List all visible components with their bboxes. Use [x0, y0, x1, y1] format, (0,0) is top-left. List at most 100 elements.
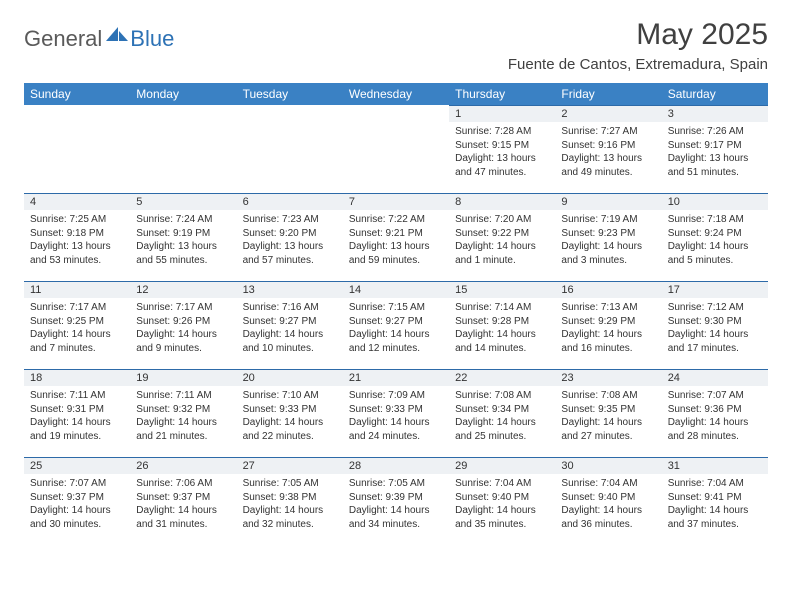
day-number: 13 [237, 281, 343, 298]
day-details: Sunrise: 7:04 AMSunset: 9:41 PMDaylight:… [662, 474, 768, 535]
day-details: Sunrise: 7:04 AMSunset: 9:40 PMDaylight:… [449, 474, 555, 535]
calendar-day-cell: 14Sunrise: 7:15 AMSunset: 9:27 PMDayligh… [343, 281, 449, 369]
day-number: 11 [24, 281, 130, 298]
calendar-day-cell: 16Sunrise: 7:13 AMSunset: 9:29 PMDayligh… [555, 281, 661, 369]
calendar-day-cell: 28Sunrise: 7:05 AMSunset: 9:39 PMDayligh… [343, 457, 449, 545]
weekday-header: Tuesday [237, 83, 343, 105]
day-details: Sunrise: 7:24 AMSunset: 9:19 PMDaylight:… [130, 210, 236, 271]
day-details: Sunrise: 7:14 AMSunset: 9:28 PMDaylight:… [449, 298, 555, 359]
day-number: 6 [237, 193, 343, 210]
weekday-header: Monday [130, 83, 236, 105]
day-number: 2 [555, 105, 661, 122]
day-details: Sunrise: 7:11 AMSunset: 9:31 PMDaylight:… [24, 386, 130, 447]
day-number: 15 [449, 281, 555, 298]
weekday-header: Saturday [662, 83, 768, 105]
day-number: 29 [449, 457, 555, 474]
calendar-day-cell: 7Sunrise: 7:22 AMSunset: 9:21 PMDaylight… [343, 193, 449, 281]
day-number: 17 [662, 281, 768, 298]
title-block: May 2025 Fuente de Cantos, Extremadura, … [508, 18, 768, 81]
weekday-header-row: Sunday Monday Tuesday Wednesday Thursday… [24, 83, 768, 105]
logo-text-blue: Blue [130, 26, 174, 52]
calendar-week-row: 25Sunrise: 7:07 AMSunset: 9:37 PMDayligh… [24, 457, 768, 545]
page-title: May 2025 [508, 18, 768, 52]
calendar-day-cell: 1Sunrise: 7:28 AMSunset: 9:15 PMDaylight… [449, 105, 555, 193]
calendar-day-cell: 26Sunrise: 7:06 AMSunset: 9:37 PMDayligh… [130, 457, 236, 545]
weekday-header: Friday [555, 83, 661, 105]
day-details: Sunrise: 7:28 AMSunset: 9:15 PMDaylight:… [449, 122, 555, 183]
day-details: Sunrise: 7:20 AMSunset: 9:22 PMDaylight:… [449, 210, 555, 271]
day-details: Sunrise: 7:17 AMSunset: 9:26 PMDaylight:… [130, 298, 236, 359]
calendar-day-cell: 12Sunrise: 7:17 AMSunset: 9:26 PMDayligh… [130, 281, 236, 369]
logo-text-general: General [24, 26, 102, 52]
day-details: Sunrise: 7:08 AMSunset: 9:34 PMDaylight:… [449, 386, 555, 447]
calendar-day-cell: 24Sunrise: 7:07 AMSunset: 9:36 PMDayligh… [662, 369, 768, 457]
calendar-day-cell: 15Sunrise: 7:14 AMSunset: 9:28 PMDayligh… [449, 281, 555, 369]
day-details: Sunrise: 7:16 AMSunset: 9:27 PMDaylight:… [237, 298, 343, 359]
day-number: 12 [130, 281, 236, 298]
day-number: 10 [662, 193, 768, 210]
day-details: Sunrise: 7:07 AMSunset: 9:36 PMDaylight:… [662, 386, 768, 447]
calendar-day-cell: 2Sunrise: 7:27 AMSunset: 9:16 PMDaylight… [555, 105, 661, 193]
weekday-header: Thursday [449, 83, 555, 105]
calendar-body: 1Sunrise: 7:28 AMSunset: 9:15 PMDaylight… [24, 105, 768, 545]
weekday-header: Sunday [24, 83, 130, 105]
day-number: 31 [662, 457, 768, 474]
day-number: 9 [555, 193, 661, 210]
calendar-table: Sunday Monday Tuesday Wednesday Thursday… [24, 83, 768, 545]
day-details: Sunrise: 7:17 AMSunset: 9:25 PMDaylight:… [24, 298, 130, 359]
calendar-day-cell: 29Sunrise: 7:04 AMSunset: 9:40 PMDayligh… [449, 457, 555, 545]
day-number: 25 [24, 457, 130, 474]
logo-sail-icon [106, 25, 128, 48]
calendar-day-cell: 20Sunrise: 7:10 AMSunset: 9:33 PMDayligh… [237, 369, 343, 457]
day-number: 28 [343, 457, 449, 474]
day-details: Sunrise: 7:04 AMSunset: 9:40 PMDaylight:… [555, 474, 661, 535]
day-details: Sunrise: 7:27 AMSunset: 9:16 PMDaylight:… [555, 122, 661, 183]
day-details: Sunrise: 7:07 AMSunset: 9:37 PMDaylight:… [24, 474, 130, 535]
calendar-day-cell [343, 105, 449, 193]
day-number: 4 [24, 193, 130, 210]
day-details: Sunrise: 7:05 AMSunset: 9:39 PMDaylight:… [343, 474, 449, 535]
day-details: Sunrise: 7:25 AMSunset: 9:18 PMDaylight:… [24, 210, 130, 271]
day-details: Sunrise: 7:18 AMSunset: 9:24 PMDaylight:… [662, 210, 768, 271]
calendar-day-cell: 31Sunrise: 7:04 AMSunset: 9:41 PMDayligh… [662, 457, 768, 545]
calendar-week-row: 1Sunrise: 7:28 AMSunset: 9:15 PMDaylight… [24, 105, 768, 193]
calendar-day-cell [130, 105, 236, 193]
day-details: Sunrise: 7:22 AMSunset: 9:21 PMDaylight:… [343, 210, 449, 271]
calendar-day-cell: 3Sunrise: 7:26 AMSunset: 9:17 PMDaylight… [662, 105, 768, 193]
calendar-week-row: 4Sunrise: 7:25 AMSunset: 9:18 PMDaylight… [24, 193, 768, 281]
day-details: Sunrise: 7:19 AMSunset: 9:23 PMDaylight:… [555, 210, 661, 271]
calendar-day-cell: 4Sunrise: 7:25 AMSunset: 9:18 PMDaylight… [24, 193, 130, 281]
day-details: Sunrise: 7:11 AMSunset: 9:32 PMDaylight:… [130, 386, 236, 447]
day-details: Sunrise: 7:13 AMSunset: 9:29 PMDaylight:… [555, 298, 661, 359]
day-number: 21 [343, 369, 449, 386]
day-details: Sunrise: 7:10 AMSunset: 9:33 PMDaylight:… [237, 386, 343, 447]
day-number: 27 [237, 457, 343, 474]
location-subtitle: Fuente de Cantos, Extremadura, Spain [508, 56, 768, 73]
calendar-day-cell: 6Sunrise: 7:23 AMSunset: 9:20 PMDaylight… [237, 193, 343, 281]
weekday-header: Wednesday [343, 83, 449, 105]
calendar-day-cell: 8Sunrise: 7:20 AMSunset: 9:22 PMDaylight… [449, 193, 555, 281]
day-number: 26 [130, 457, 236, 474]
day-number: 1 [449, 105, 555, 122]
calendar-week-row: 11Sunrise: 7:17 AMSunset: 9:25 PMDayligh… [24, 281, 768, 369]
day-number: 8 [449, 193, 555, 210]
calendar-day-cell: 25Sunrise: 7:07 AMSunset: 9:37 PMDayligh… [24, 457, 130, 545]
day-number: 5 [130, 193, 236, 210]
day-details: Sunrise: 7:05 AMSunset: 9:38 PMDaylight:… [237, 474, 343, 535]
day-number: 16 [555, 281, 661, 298]
day-details: Sunrise: 7:26 AMSunset: 9:17 PMDaylight:… [662, 122, 768, 183]
day-number: 18 [24, 369, 130, 386]
day-number: 19 [130, 369, 236, 386]
calendar-day-cell: 9Sunrise: 7:19 AMSunset: 9:23 PMDaylight… [555, 193, 661, 281]
calendar-day-cell [237, 105, 343, 193]
calendar-day-cell: 22Sunrise: 7:08 AMSunset: 9:34 PMDayligh… [449, 369, 555, 457]
calendar-day-cell: 27Sunrise: 7:05 AMSunset: 9:38 PMDayligh… [237, 457, 343, 545]
day-number: 22 [449, 369, 555, 386]
calendar-day-cell: 11Sunrise: 7:17 AMSunset: 9:25 PMDayligh… [24, 281, 130, 369]
day-number: 23 [555, 369, 661, 386]
day-number: 14 [343, 281, 449, 298]
day-details: Sunrise: 7:23 AMSunset: 9:20 PMDaylight:… [237, 210, 343, 271]
day-number: 20 [237, 369, 343, 386]
calendar-day-cell: 5Sunrise: 7:24 AMSunset: 9:19 PMDaylight… [130, 193, 236, 281]
day-details: Sunrise: 7:09 AMSunset: 9:33 PMDaylight:… [343, 386, 449, 447]
